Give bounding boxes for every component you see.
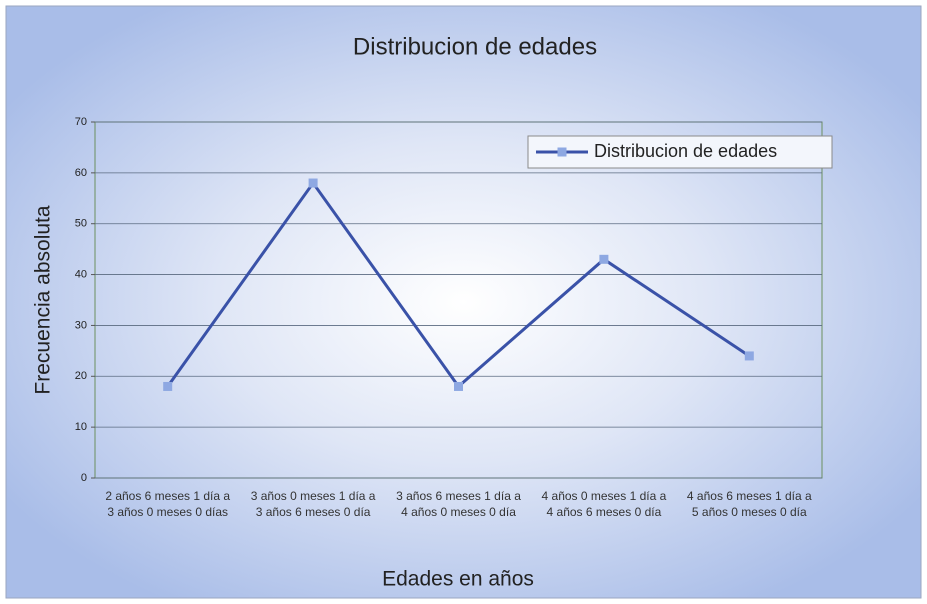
- x-tick-label: 2 años 6 meses 1 día a 3 años 0 meses 0 …: [105, 489, 231, 519]
- marker: [454, 381, 463, 391]
- marker: [163, 381, 173, 391]
- y-tick-label: 10: [75, 421, 87, 433]
- x-tick-label: 4 años 0 meses 1 día a 4 años 6 meses 0 …: [541, 489, 667, 519]
- legend-marker: [557, 147, 567, 157]
- chart-title: Distribucion de edades: [353, 33, 597, 60]
- y-tick-label: 40: [75, 268, 87, 280]
- legend-label: Distribucion de edades: [594, 141, 777, 161]
- x-tick-label: 3 años 0 meses 1 día a 3 años 6 meses 0 …: [250, 489, 376, 519]
- y-tick-label: 70: [75, 116, 87, 128]
- marker: [308, 178, 318, 188]
- y-tick-label: 30: [75, 319, 87, 331]
- y-tick-label: 20: [75, 370, 87, 382]
- y-axis-label: Frecuencia absoluta: [32, 205, 55, 394]
- x-tick-label: 4 años 6 meses 1 día a 5 años 0 meses 0 …: [686, 489, 812, 519]
- y-tick-label: 0: [81, 472, 87, 484]
- x-tick-label: 3 años 6 meses 1 día a 4 años 0 meses 0 …: [396, 489, 521, 519]
- marker: [599, 254, 609, 264]
- marker: [744, 351, 754, 361]
- y-tick-label: 50: [75, 218, 87, 230]
- chart-background: [5, 5, 922, 599]
- x-axis-label: Edades en años: [382, 568, 534, 591]
- y-tick-label: 60: [75, 167, 87, 179]
